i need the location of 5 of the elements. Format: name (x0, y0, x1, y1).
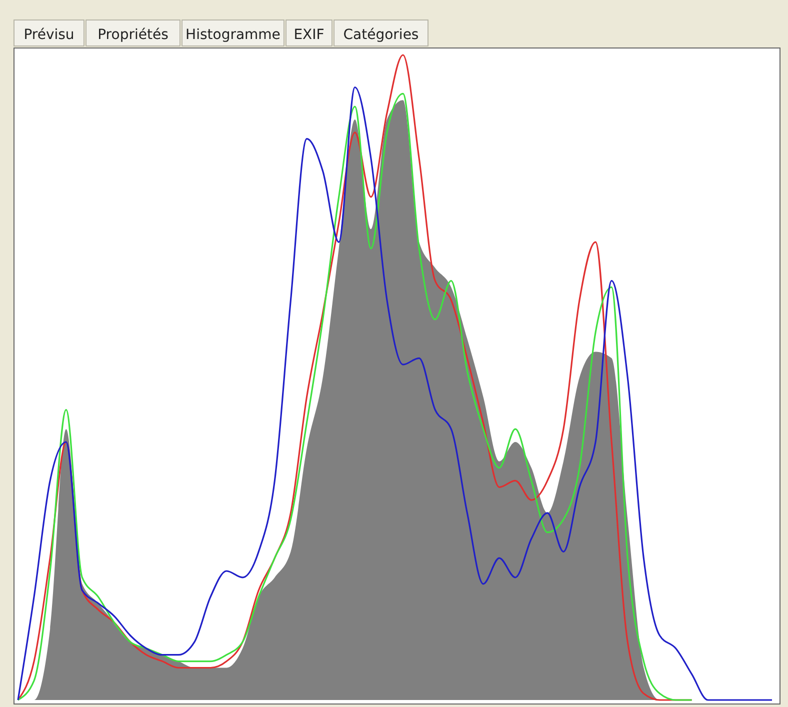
text: Histogramme (186, 27, 280, 43)
text: Catégories (343, 27, 419, 43)
text: EXIF (294, 27, 324, 43)
text: Prévisu (24, 27, 74, 43)
text: Propriétés (98, 27, 168, 43)
